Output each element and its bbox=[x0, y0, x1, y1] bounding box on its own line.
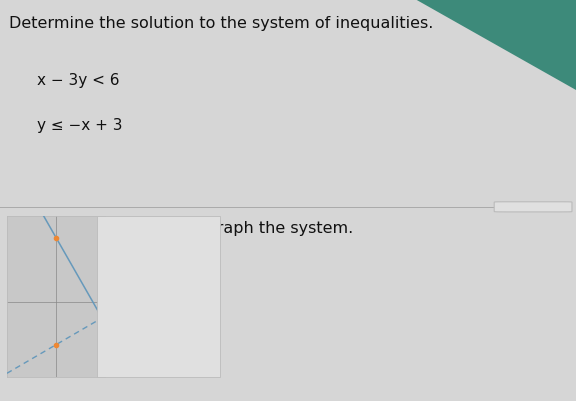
Polygon shape bbox=[415, 0, 576, 91]
Text: y ≤ −x + 3: y ≤ −x + 3 bbox=[37, 117, 123, 132]
Text: x − 3y < 6: x − 3y < 6 bbox=[37, 73, 120, 88]
Text: Click to
enlarge
graph: Click to enlarge graph bbox=[127, 259, 190, 328]
Text: Use the graphing tool to graph the system.: Use the graphing tool to graph the syste… bbox=[6, 220, 353, 235]
FancyBboxPatch shape bbox=[494, 202, 572, 213]
Text: Determine the solution to the system of inequalities.: Determine the solution to the system of … bbox=[9, 16, 433, 31]
Text: . . .: . . . bbox=[527, 205, 539, 210]
